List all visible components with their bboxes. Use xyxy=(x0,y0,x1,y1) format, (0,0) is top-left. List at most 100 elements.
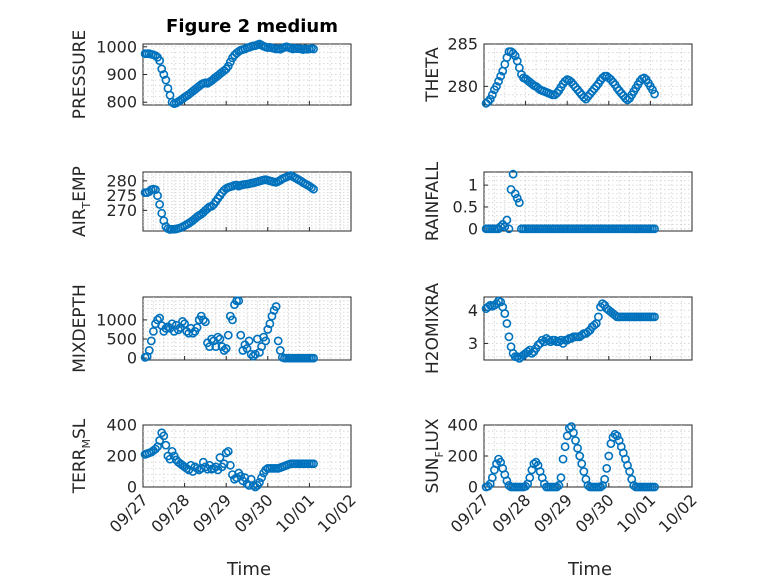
sun-flux-point xyxy=(604,451,614,461)
h2omixra-point xyxy=(550,335,560,345)
pressure-point xyxy=(309,44,318,54)
mixdepth-point xyxy=(250,349,260,359)
mixdepth-point xyxy=(246,349,256,359)
terr-msl-ytick-label-1: 200 xyxy=(106,447,137,466)
mixdepth-ytick-label-0: 0 xyxy=(127,349,137,368)
sun-flux-ylabel: SUNFLUX xyxy=(423,418,446,493)
terr-msl-xtick-label-5: 10/02 xyxy=(314,490,360,536)
h2omixra-point xyxy=(537,335,547,345)
rainfall-ytick-label-1: 0.5 xyxy=(453,197,478,216)
terr-msl-point xyxy=(236,471,246,481)
theta-point xyxy=(648,85,657,95)
theta-point xyxy=(510,51,520,61)
rainfall-point xyxy=(508,169,518,179)
theta-point xyxy=(492,81,501,91)
h2omixra-point xyxy=(504,332,514,342)
mixdepth-point xyxy=(153,315,162,325)
h2omixra-ylabel: H2OMIXRA xyxy=(423,283,443,374)
sun-flux-point xyxy=(529,459,539,469)
sun-flux-ytick-label-1: 200 xyxy=(447,447,478,466)
sun-flux-ytick-label-2: 400 xyxy=(447,416,478,435)
h2omixra-ytick-label-1: 4 xyxy=(468,301,478,320)
rainfall-point xyxy=(650,224,659,234)
h2omixra-point xyxy=(544,335,553,345)
mixdepth-point xyxy=(144,346,154,355)
mixdepth-point xyxy=(273,336,283,346)
sun-flux-ytick-label-0: 0 xyxy=(468,478,478,497)
terr-msl-point xyxy=(221,448,231,458)
air-temp-point xyxy=(155,200,165,209)
sun-flux-xtick-label-3: 09/30 xyxy=(572,490,618,536)
pressure-point xyxy=(223,61,233,71)
sun-flux-point xyxy=(552,482,562,492)
sun-flux-point xyxy=(602,463,612,473)
sun-flux-point xyxy=(610,429,620,439)
sun-flux-point xyxy=(569,428,578,438)
terr-msl-point xyxy=(192,463,202,473)
sun-flux-point xyxy=(560,442,570,452)
mixdepth-point xyxy=(223,330,233,340)
sun-flux-point xyxy=(521,481,530,491)
h2omixra-point xyxy=(546,337,555,347)
terr-msl-ytick-label-2: 400 xyxy=(106,416,137,435)
air-temp-ytick-label-1: 275 xyxy=(106,186,137,205)
h2omixra-point xyxy=(523,347,533,357)
mixdepth-point xyxy=(180,319,189,329)
sun-flux-point xyxy=(612,431,622,441)
mixdepth-point xyxy=(261,336,271,346)
h2omixra-point xyxy=(650,312,659,322)
terr-msl-xtick-label-0: 09/27 xyxy=(106,490,152,536)
mixdepth-point xyxy=(146,336,156,346)
mixdepth-point xyxy=(155,313,165,323)
theta-point xyxy=(560,76,570,86)
terr-msl-xtick-label-3: 09/30 xyxy=(231,490,277,536)
sun-flux-point xyxy=(525,473,535,483)
air-temp-ytick-label-0: 270 xyxy=(106,201,137,220)
mixdepth-ytick-label-1: 500 xyxy=(106,330,137,349)
mixdepth-point xyxy=(148,326,158,336)
sun-flux-point xyxy=(579,467,589,476)
rainfall-ytick-label-2: 1 xyxy=(468,176,478,195)
mixdepth-ytick-label-2: 1000 xyxy=(96,310,137,329)
h2omixra-point xyxy=(500,309,510,318)
mixdepth-point xyxy=(188,328,198,338)
rainfall-point xyxy=(502,215,512,225)
rainfall-axes: 0 0.5 1 RAINFALL xyxy=(423,161,693,241)
mixdepth-point xyxy=(200,317,210,327)
h2omixra-point xyxy=(496,297,506,307)
sun-flux-point xyxy=(650,482,659,492)
terr-msl-point xyxy=(159,431,169,441)
rainfall-ylabel: RAINFALL xyxy=(423,161,443,241)
h2omixra-ytick-label-0: 3 xyxy=(468,334,478,353)
sun-flux-point xyxy=(625,467,634,476)
pressure-point xyxy=(159,70,169,79)
air-temp-point xyxy=(309,184,318,194)
pressure-axes: 800 900 1000 PRESSURE xyxy=(70,30,352,119)
terr-msl-point xyxy=(309,459,318,469)
terr-msl-ylabel: TERRMSL xyxy=(70,418,93,494)
sun-flux-point xyxy=(596,482,605,492)
sun-flux-xtick-label-1: 09/28 xyxy=(488,490,534,536)
mixdepth-point xyxy=(244,336,254,346)
terr-msl-xtick-label-1: 09/28 xyxy=(147,490,193,536)
pressure-point xyxy=(157,64,167,74)
theta-point xyxy=(496,71,506,81)
terr-msl-point xyxy=(225,460,235,470)
mixdepth-point xyxy=(198,315,208,325)
mixdepth-point xyxy=(228,315,237,325)
pressure-point xyxy=(161,75,171,85)
sun-flux-point xyxy=(571,436,580,445)
mixdepth-point xyxy=(192,323,202,332)
theta-ytick-label-1: 285 xyxy=(447,35,478,54)
mixdepth-point xyxy=(219,346,229,355)
h2omixra-point xyxy=(589,320,599,330)
sun-flux-point xyxy=(558,454,568,464)
mixdepth-point xyxy=(211,342,221,352)
theta-point xyxy=(639,73,649,83)
pressure-ytick-label-2: 1000 xyxy=(96,37,137,56)
